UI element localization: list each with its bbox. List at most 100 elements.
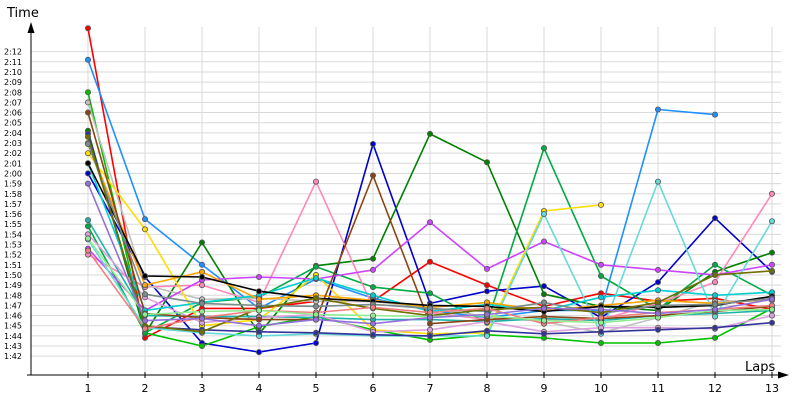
data-point bbox=[312, 316, 319, 323]
data-point bbox=[712, 301, 719, 308]
data-point bbox=[426, 219, 433, 226]
data-point bbox=[85, 180, 92, 187]
data-point bbox=[312, 178, 319, 185]
x-tick-label: 9 bbox=[541, 382, 548, 395]
data-point bbox=[712, 292, 719, 299]
data-point bbox=[85, 170, 92, 177]
data-point bbox=[769, 296, 776, 303]
data-point bbox=[712, 279, 719, 286]
data-point bbox=[769, 261, 776, 268]
x-tick-label: 4 bbox=[256, 382, 263, 395]
data-point bbox=[769, 267, 776, 274]
data-point bbox=[483, 265, 490, 272]
data-point bbox=[712, 324, 719, 331]
data-point bbox=[655, 299, 662, 306]
data-point bbox=[312, 329, 319, 336]
data-point bbox=[541, 283, 548, 290]
y-tick-label: 1:44 bbox=[4, 332, 22, 341]
data-point bbox=[655, 279, 662, 286]
data-point bbox=[198, 273, 205, 280]
data-point bbox=[312, 274, 319, 281]
data-point bbox=[85, 247, 92, 254]
data-point bbox=[85, 150, 92, 157]
y-tick-label: 2:02 bbox=[4, 149, 22, 158]
data-point bbox=[541, 299, 548, 306]
data-point bbox=[255, 328, 262, 335]
data-point bbox=[769, 306, 776, 313]
data-point bbox=[712, 334, 719, 341]
data-point bbox=[483, 332, 490, 339]
data-point bbox=[541, 305, 548, 312]
data-point bbox=[369, 172, 376, 179]
data-point bbox=[541, 145, 548, 152]
data-point bbox=[312, 263, 319, 270]
axes bbox=[27, 22, 789, 379]
data-point bbox=[655, 310, 662, 317]
y-tick-label: 1:42 bbox=[4, 352, 22, 361]
data-point bbox=[541, 238, 548, 245]
data-point bbox=[712, 111, 719, 118]
y-tick-label: 1:56 bbox=[4, 210, 22, 219]
data-point bbox=[198, 239, 205, 246]
data-point bbox=[426, 332, 433, 339]
y-tick-label: 2:12 bbox=[4, 48, 22, 57]
data-point bbox=[655, 106, 662, 113]
x-tick-label: 12 bbox=[708, 382, 722, 395]
data-point bbox=[769, 319, 776, 326]
y-tick-label: 1:53 bbox=[4, 241, 22, 250]
y-axis-title: Time bbox=[6, 6, 39, 21]
data-point bbox=[483, 159, 490, 166]
y-tick-label: 2:04 bbox=[4, 129, 22, 138]
data-point bbox=[426, 258, 433, 265]
data-point bbox=[255, 349, 262, 356]
data-point bbox=[369, 284, 376, 291]
data-point bbox=[655, 266, 662, 273]
x-tick-label: 1 bbox=[85, 382, 92, 395]
y-tick-label: 2:06 bbox=[4, 109, 22, 118]
data-point bbox=[255, 273, 262, 280]
data-point bbox=[426, 290, 433, 297]
x-axis-title: Laps bbox=[745, 360, 775, 375]
data-point bbox=[541, 330, 548, 337]
x-tick-label: 7 bbox=[427, 382, 434, 395]
data-point bbox=[198, 308, 205, 315]
data-point bbox=[426, 326, 433, 333]
data-point bbox=[198, 342, 205, 349]
data-point bbox=[369, 304, 376, 311]
y-tick-label: 1:47 bbox=[4, 301, 22, 310]
data-point bbox=[85, 99, 92, 106]
data-point bbox=[712, 313, 719, 320]
data-point bbox=[598, 294, 605, 301]
data-point bbox=[712, 271, 719, 278]
y-tick-label: 1:43 bbox=[4, 342, 22, 351]
y-tick-label: 1:58 bbox=[4, 190, 22, 199]
y-tick-label: 2:01 bbox=[4, 159, 22, 168]
data-point bbox=[255, 296, 262, 303]
x-axis-arrow bbox=[778, 371, 789, 379]
data-point bbox=[655, 178, 662, 185]
data-point bbox=[141, 291, 148, 298]
data-point bbox=[198, 315, 205, 322]
data-point bbox=[312, 339, 319, 346]
data-point bbox=[541, 210, 548, 217]
data-point bbox=[369, 255, 376, 262]
data-point bbox=[312, 303, 319, 310]
x-tick-label: 6 bbox=[370, 382, 377, 395]
data-point bbox=[369, 140, 376, 147]
data-point bbox=[769, 249, 776, 256]
data-point bbox=[255, 322, 262, 329]
data-point bbox=[426, 130, 433, 137]
data-point bbox=[85, 217, 92, 224]
x-tick-label: 13 bbox=[765, 382, 779, 395]
data-point bbox=[312, 295, 319, 302]
data-point bbox=[141, 272, 148, 279]
data-point bbox=[85, 56, 92, 63]
data-point bbox=[483, 288, 490, 295]
y-tick-label: 1:45 bbox=[4, 322, 22, 331]
data-point bbox=[483, 305, 490, 312]
y-tick-label: 2:00 bbox=[4, 169, 22, 178]
y-tick-labels: 1:421:431:441:451:46 1:471:481:491:501:51… bbox=[4, 48, 22, 361]
x-tick-label: 10 bbox=[594, 382, 608, 395]
data-point bbox=[598, 339, 605, 346]
